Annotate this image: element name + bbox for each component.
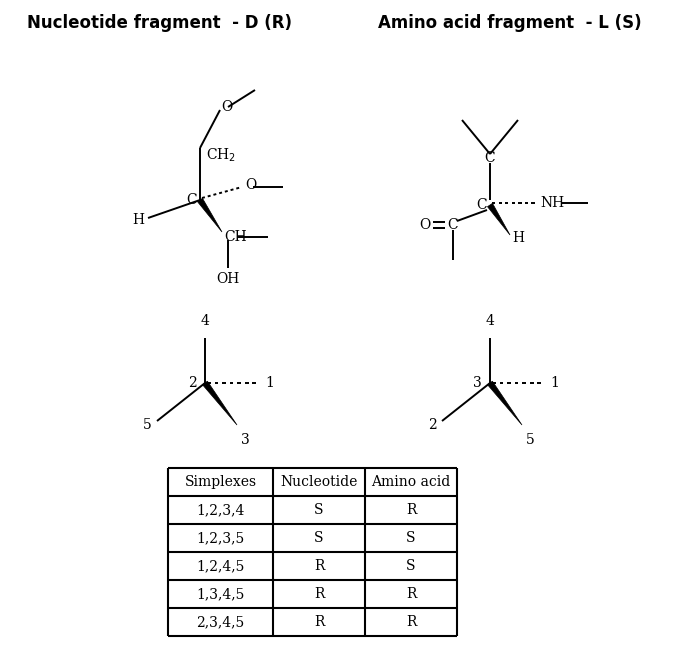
Text: 4: 4 — [486, 314, 495, 328]
Text: R: R — [314, 559, 324, 573]
Text: Simplexes: Simplexes — [184, 475, 257, 489]
Text: O: O — [245, 178, 256, 192]
Polygon shape — [488, 381, 522, 425]
Text: Nucleotide: Nucleotide — [280, 475, 358, 489]
Text: CH$_2$: CH$_2$ — [206, 146, 236, 164]
Text: 2: 2 — [188, 376, 197, 390]
Text: 1,2,3,5: 1,2,3,5 — [197, 531, 245, 545]
Text: R: R — [314, 615, 324, 629]
Text: S: S — [314, 503, 324, 517]
Polygon shape — [197, 198, 222, 232]
Text: H: H — [512, 231, 524, 245]
Text: CH: CH — [224, 230, 247, 244]
Text: C: C — [485, 151, 495, 165]
Text: 3: 3 — [241, 433, 250, 447]
Text: R: R — [406, 615, 416, 629]
Text: 1: 1 — [550, 376, 559, 390]
Text: S: S — [406, 531, 416, 545]
Text: Amino acid: Amino acid — [371, 475, 451, 489]
Text: 5: 5 — [526, 433, 535, 447]
Text: S: S — [406, 559, 416, 573]
Text: O: O — [221, 100, 232, 114]
Text: R: R — [314, 587, 324, 601]
Polygon shape — [203, 381, 237, 425]
Text: 1,2,4,5: 1,2,4,5 — [197, 559, 245, 573]
Text: O: O — [420, 218, 431, 232]
Text: Amino acid fragment  - L (S): Amino acid fragment - L (S) — [378, 14, 642, 32]
Text: C: C — [448, 218, 458, 232]
Polygon shape — [488, 203, 510, 235]
Text: NH: NH — [540, 196, 564, 210]
Text: 5: 5 — [142, 418, 151, 432]
Text: C: C — [186, 193, 197, 207]
Text: C: C — [476, 198, 487, 212]
Text: R: R — [406, 503, 416, 517]
Text: 3: 3 — [473, 376, 482, 390]
Text: R: R — [406, 587, 416, 601]
Text: S: S — [314, 531, 324, 545]
Text: OH: OH — [216, 272, 240, 286]
Text: 1,2,3,4: 1,2,3,4 — [197, 503, 245, 517]
Text: 2,3,4,5: 2,3,4,5 — [197, 615, 245, 629]
Text: H: H — [132, 213, 144, 227]
Text: 1,3,4,5: 1,3,4,5 — [197, 587, 245, 601]
Text: Nucleotide fragment  - D (R): Nucleotide fragment - D (R) — [27, 14, 292, 32]
Text: 1: 1 — [265, 376, 274, 390]
Text: 2: 2 — [427, 418, 436, 432]
Text: 4: 4 — [201, 314, 210, 328]
